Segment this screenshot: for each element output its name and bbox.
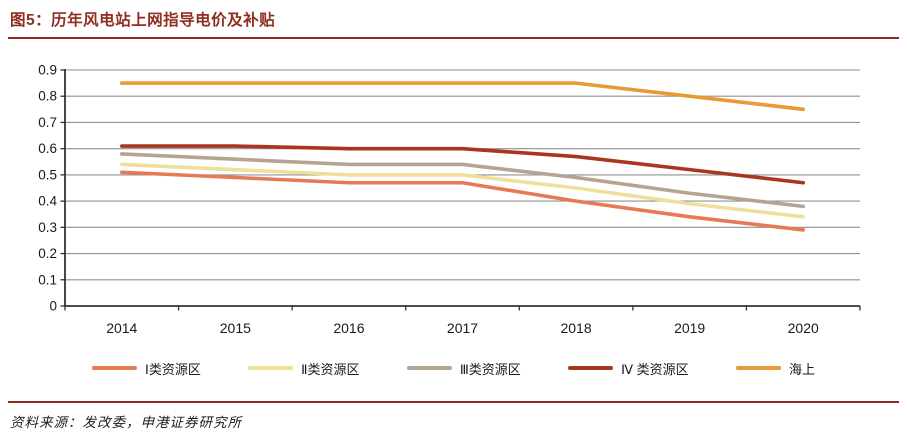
y-axis-label: 0 xyxy=(49,299,57,314)
chart-canvas: 0.9 0.8 0.7 0.6 0.5 0.4 0.3 0.2 0.1 0 2014 2015 2016… xyxy=(38,63,861,336)
legend-label: Ⅰ类资源区 xyxy=(145,361,201,377)
x-axis-label: 2017 xyxy=(447,320,478,336)
x-axis-label: 2014 xyxy=(106,320,137,336)
y-axis-label: 0.5 xyxy=(38,167,57,182)
figure-title: 图5：历年风电站上网指导电价及补贴 xyxy=(10,12,276,29)
y-axis-label: 0.9 xyxy=(38,63,57,78)
y-axis-label: 0.6 xyxy=(38,141,57,156)
legend-label: 海上 xyxy=(788,361,815,377)
title-divider xyxy=(8,37,899,39)
legend-item-3: Ⅳ 类资源区 xyxy=(568,359,689,378)
legend-label: Ⅳ 类资源区 xyxy=(621,361,689,377)
chart-legend: Ⅰ类资源区 Ⅱ类资源区 Ⅲ类资源区 Ⅳ 类资源区 海上 xyxy=(92,357,815,379)
legend-label: Ⅲ类资源区 xyxy=(459,361,521,377)
legend-swatch-icon xyxy=(406,366,452,370)
y-axis-label: 0.8 xyxy=(38,89,57,104)
x-axis-label: 2019 xyxy=(674,320,705,336)
series-line-1 xyxy=(119,162,806,219)
x-axis-label: 2016 xyxy=(333,320,364,336)
legend-swatch-icon xyxy=(92,366,137,370)
x-axis-label: 2020 xyxy=(788,320,819,336)
legend-swatch-icon xyxy=(735,366,781,370)
x-axis-label: 2018 xyxy=(560,320,591,336)
footer-divider xyxy=(8,401,899,403)
y-axis-label: 0.7 xyxy=(38,115,57,130)
y-axis-label: 0.3 xyxy=(38,220,57,235)
series-line-2 xyxy=(119,152,806,209)
series-line-0 xyxy=(119,170,806,232)
legend-item-4: 海上 xyxy=(735,359,815,378)
legend-label: Ⅱ类资源区 xyxy=(301,361,360,377)
x-axis-label: 2015 xyxy=(220,320,251,336)
legend-item-2: Ⅲ类资源区 xyxy=(406,359,521,378)
legend-item-0: Ⅰ类资源区 xyxy=(92,359,201,378)
y-axis-label: 0.1 xyxy=(38,272,57,287)
y-axis-label: 0.4 xyxy=(38,194,57,209)
y-axis-label: 0.2 xyxy=(38,246,57,261)
source-note: 资料来源：发改委，申港证券研究所 xyxy=(10,415,242,430)
series-line-3 xyxy=(119,144,806,185)
legend-swatch-icon xyxy=(248,366,294,370)
legend-swatch-icon xyxy=(568,366,614,370)
series-line-4 xyxy=(119,81,806,112)
legend-item-1: Ⅱ类资源区 xyxy=(248,359,360,378)
